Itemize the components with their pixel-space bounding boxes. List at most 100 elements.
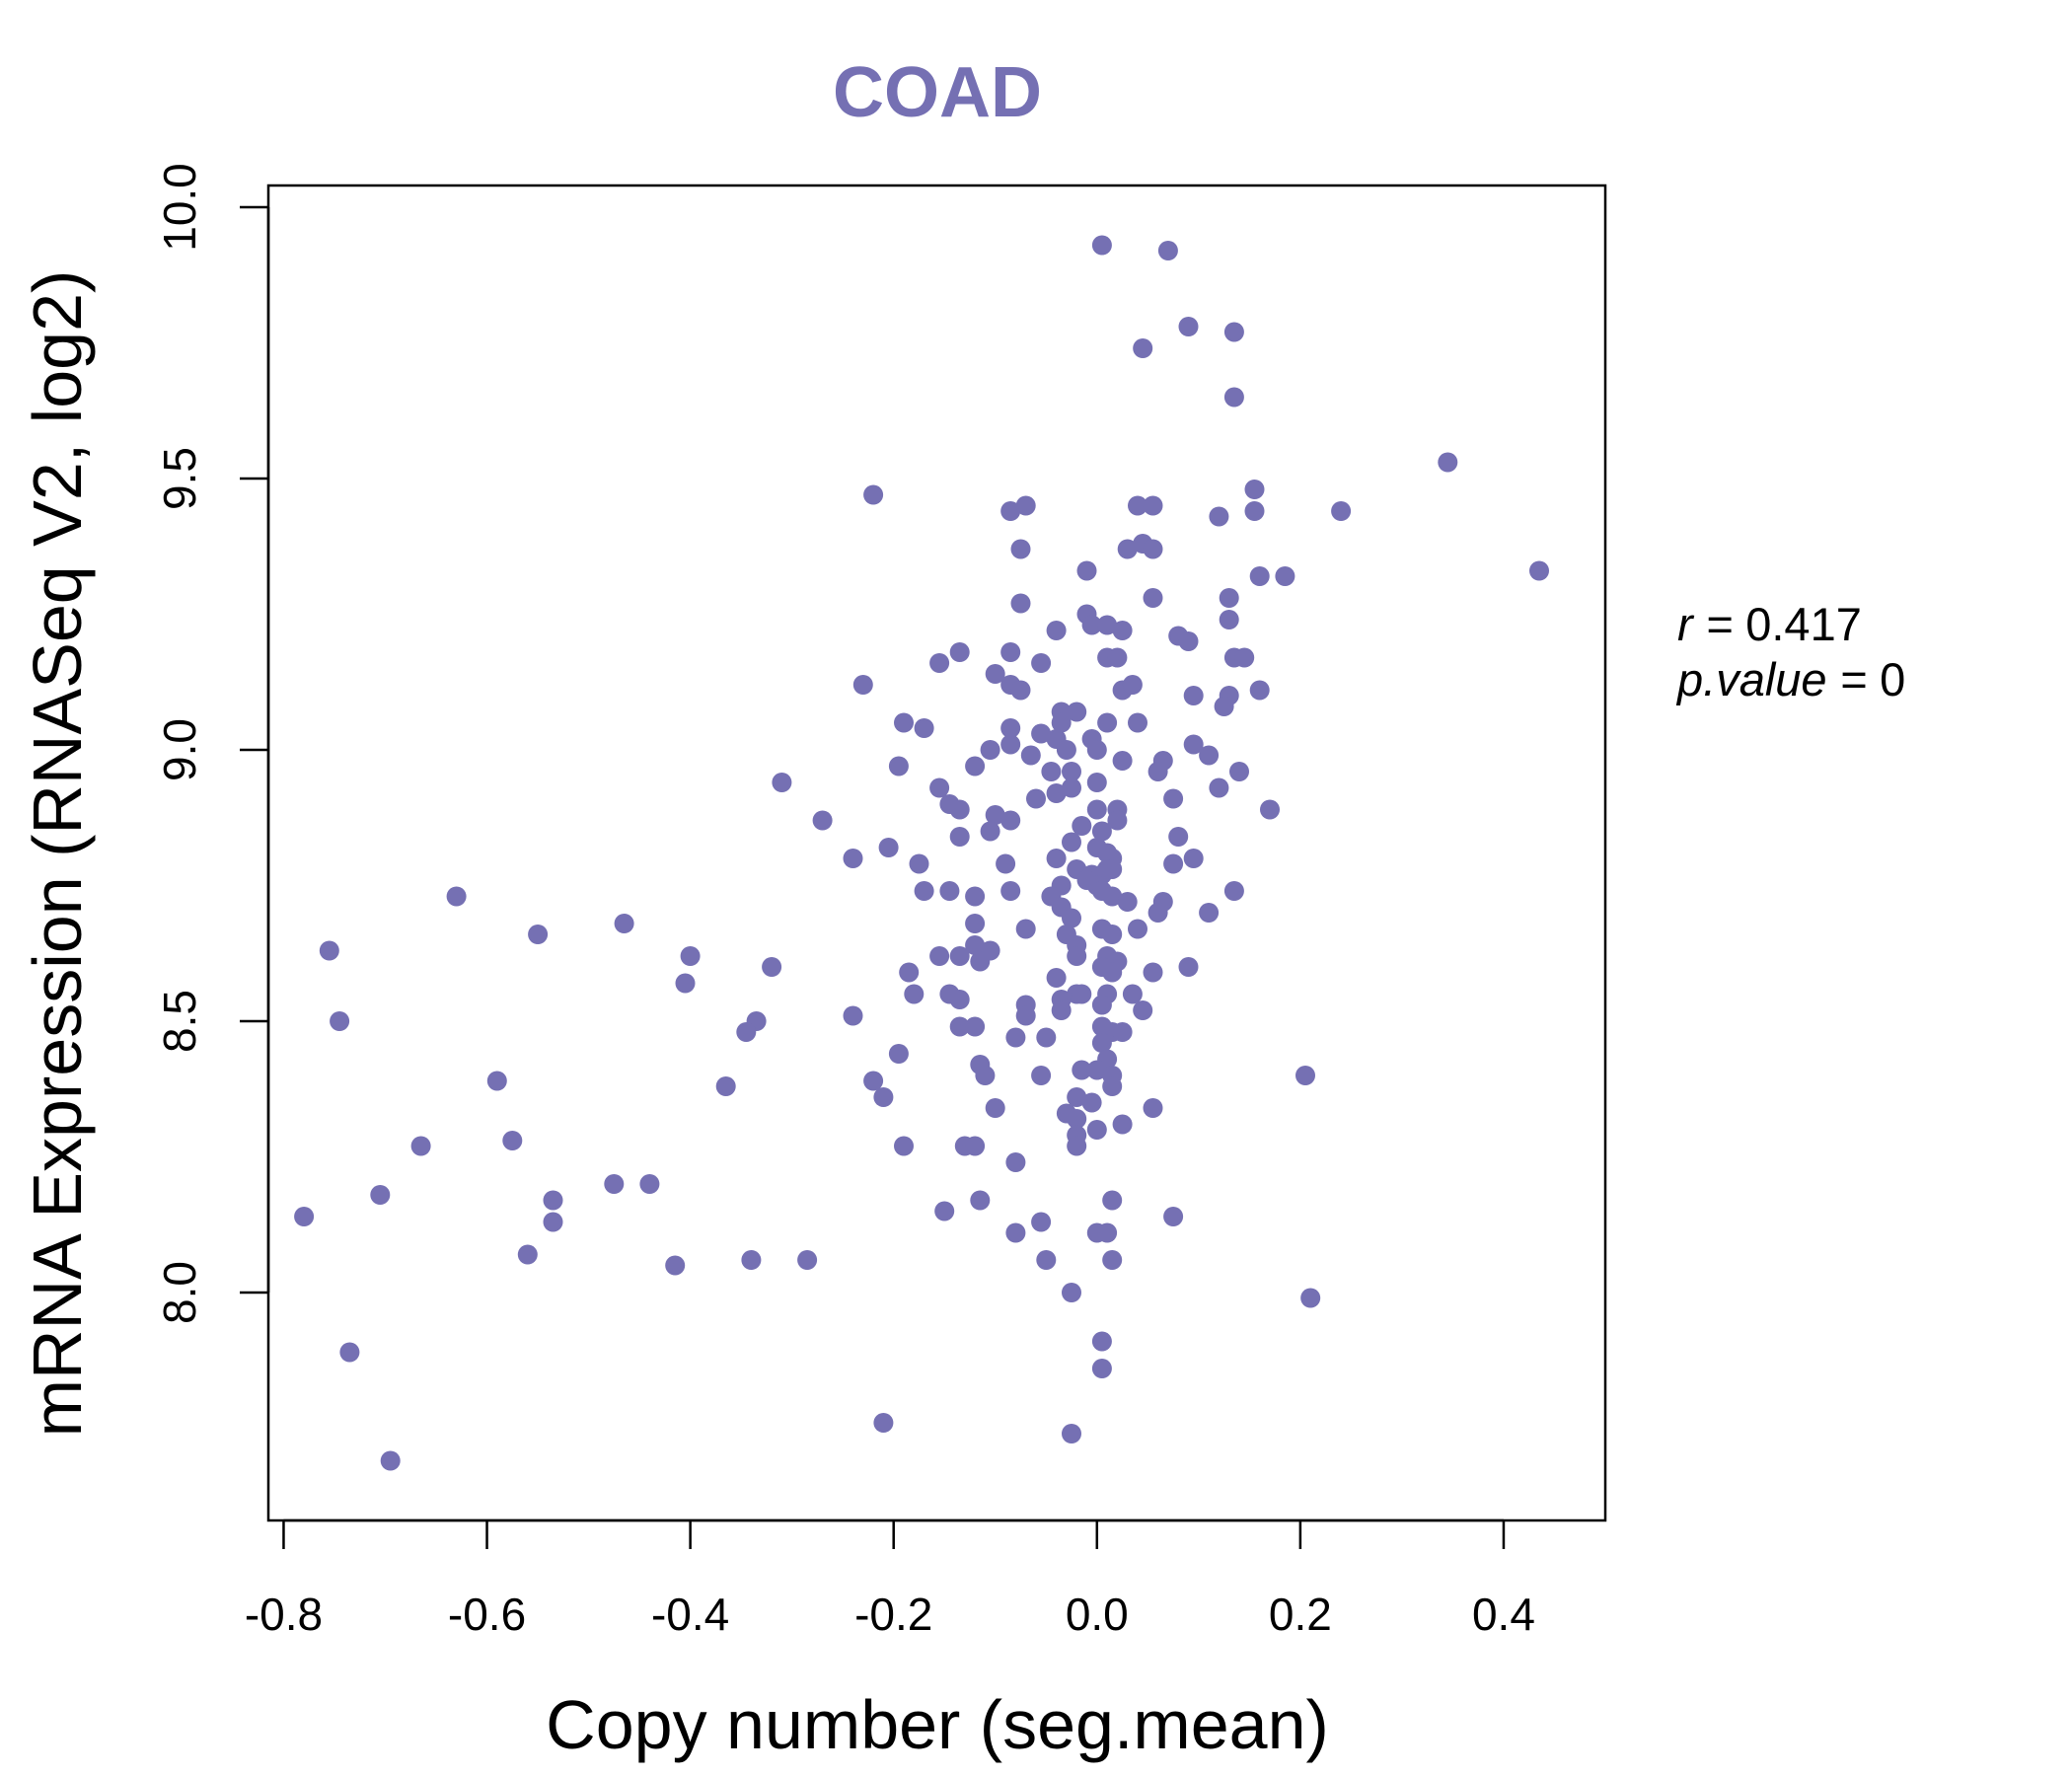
data-point (736, 1022, 757, 1042)
data-point (1163, 788, 1184, 809)
data-point (1133, 1000, 1153, 1020)
data-point (680, 946, 701, 966)
data-point (1219, 610, 1239, 629)
y-axis-label: mRNA Expression (RNASeq V2, log2) (19, 270, 96, 1438)
data-point (1102, 886, 1123, 907)
p-stat: p.value = 0 (1677, 653, 1906, 705)
data-point (1178, 957, 1199, 977)
data-point (1091, 821, 1112, 842)
data-point (1062, 832, 1081, 852)
chart-title: COAD (833, 53, 1042, 132)
data-point (965, 1136, 986, 1156)
data-point (543, 1190, 563, 1211)
r-label: r (1677, 598, 1693, 650)
data-point (1183, 849, 1204, 868)
data-point (980, 821, 1000, 842)
data-point (1091, 995, 1112, 1015)
data-point (975, 1066, 996, 1085)
data-point (1112, 621, 1133, 640)
data-point (1041, 762, 1062, 781)
r-value: 0.417 (1745, 598, 1862, 650)
y-tick-label: 8.5 (154, 990, 205, 1053)
data-point (909, 853, 929, 874)
data-point (1051, 712, 1072, 733)
data-point (1062, 777, 1081, 798)
plot-frame (266, 184, 1607, 1522)
data-point (1036, 1027, 1057, 1048)
y-tick-label: 10.0 (154, 163, 205, 252)
data-point (1275, 566, 1295, 586)
x-tick-label: 0.0 (1066, 1589, 1129, 1640)
data-point (1183, 686, 1204, 705)
data-point (1046, 968, 1067, 988)
data-point (1046, 849, 1067, 868)
data-point (319, 940, 339, 961)
data-point (914, 718, 934, 738)
data-point (1000, 718, 1021, 738)
data-point (1091, 1359, 1112, 1378)
data-point (878, 838, 899, 857)
data-point (965, 756, 986, 777)
data-point (1000, 881, 1021, 901)
data-point (502, 1131, 523, 1150)
data-point (1005, 1027, 1026, 1048)
y-tick-label: 9.0 (154, 718, 205, 781)
data-point (1143, 962, 1163, 983)
data-point (294, 1207, 315, 1226)
data-point (1133, 338, 1153, 358)
data-point (1005, 1152, 1026, 1172)
data-point (873, 1413, 894, 1433)
data-point (899, 962, 920, 983)
data-point (1067, 1136, 1087, 1156)
data-point (543, 1212, 563, 1232)
data-point (843, 1005, 863, 1026)
data-point (1097, 1222, 1118, 1243)
data-point (1046, 621, 1067, 640)
data-point (1091, 235, 1112, 256)
data-point (1147, 762, 1168, 781)
data-point (1163, 853, 1184, 874)
data-point (970, 1190, 991, 1211)
y-tick-label: 9.5 (154, 447, 205, 510)
data-point (330, 1011, 350, 1031)
r-stat: r = 0.417 (1677, 598, 1862, 650)
data-point (1209, 777, 1229, 798)
data-point (949, 799, 970, 820)
data-point (985, 664, 1005, 684)
data-point (1102, 1190, 1123, 1211)
data-point (1122, 675, 1143, 695)
data-point (1128, 712, 1147, 733)
data-point (1178, 631, 1199, 651)
data-point (380, 1450, 401, 1471)
data-point (949, 1016, 970, 1037)
data-point (741, 1250, 762, 1270)
data-point (1010, 680, 1031, 701)
data-points (294, 235, 1549, 1471)
data-point (1183, 734, 1204, 755)
data-point (1143, 495, 1163, 516)
data-point (665, 1255, 686, 1276)
correlation-stats: r = 0.417 p.value = 0 (1677, 597, 1905, 707)
y-axis: 8.0 8.5 9.0 9.5 10.0 (154, 163, 270, 1324)
data-point (1062, 908, 1081, 928)
data-point (904, 984, 925, 1004)
data-point (996, 853, 1016, 874)
data-point (1295, 1066, 1315, 1085)
data-point (1056, 740, 1076, 760)
data-point (1081, 615, 1102, 635)
data-point (1143, 539, 1163, 559)
data-point (1117, 539, 1138, 559)
data-point (528, 925, 549, 944)
data-point (1178, 317, 1199, 336)
data-point (1199, 745, 1220, 766)
data-point (675, 973, 696, 994)
data-point (949, 827, 970, 847)
data-point (1031, 1212, 1052, 1232)
data-point (1122, 984, 1143, 1004)
data-point (1249, 680, 1270, 701)
data-point (772, 773, 792, 792)
data-point (1036, 1250, 1057, 1270)
data-point (1102, 925, 1123, 944)
data-point (1112, 1114, 1133, 1135)
